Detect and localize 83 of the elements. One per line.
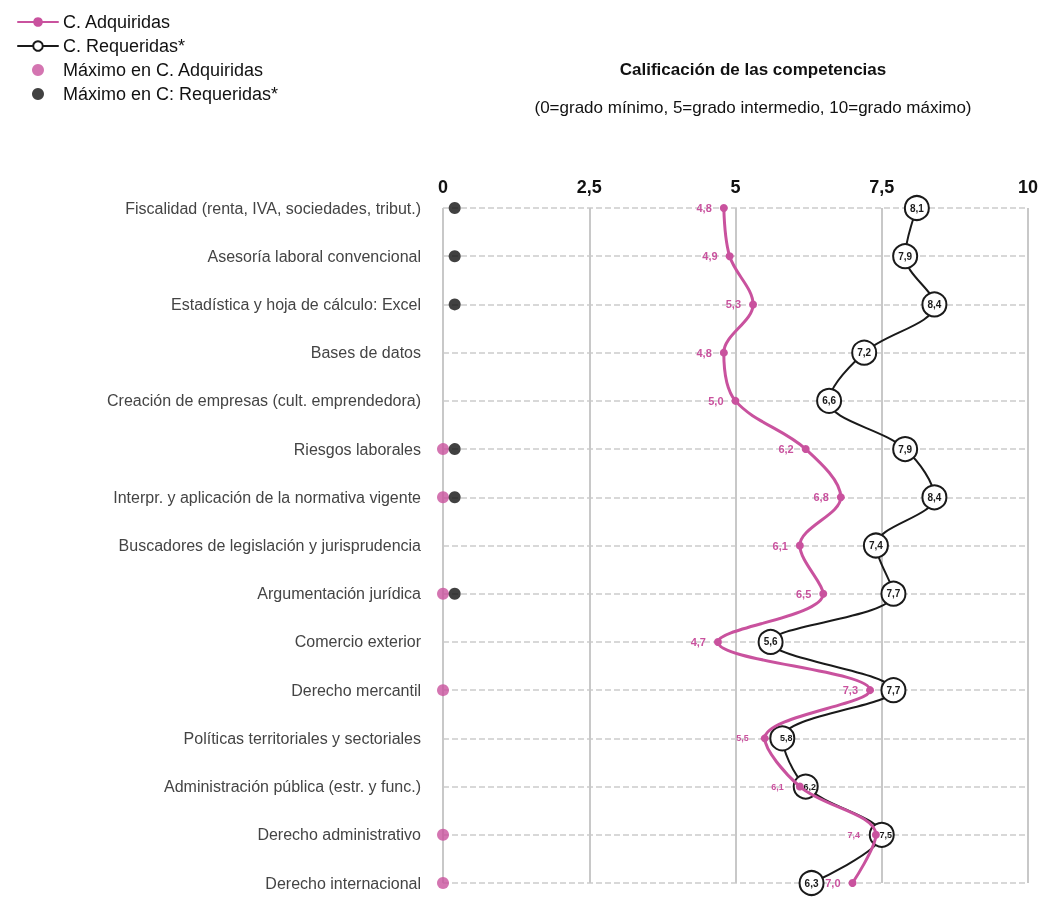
point — [836, 493, 845, 502]
y-tick-label: Administración pública (estr. y func.) — [164, 778, 421, 796]
point — [725, 252, 734, 261]
data-label: 8,4 — [927, 491, 942, 503]
x-tick-label: 10 — [1017, 177, 1039, 197]
data-label: 6,8 — [813, 491, 829, 504]
data-label: 7,9 — [898, 443, 913, 455]
x-tick-label: 2,5 — [576, 177, 602, 197]
y-tick-label: Fiscalidad (renta, IVA, sociedades, tribut.) — [125, 199, 421, 217]
y-tick-label: Interpr. y aplicación de la normativa vigente — [113, 488, 422, 506]
legend-label: C. Adquiridas — [63, 12, 171, 32]
data-label: 6,2 — [803, 781, 816, 792]
data-label: 6,1 — [772, 539, 788, 552]
point — [448, 443, 461, 456]
data-label: 7,0 — [825, 877, 841, 889]
legend-label: Máximo en C. Adquiridas — [63, 60, 264, 80]
data-label: 4,8 — [696, 202, 712, 214]
data-label: 6,2 — [778, 443, 794, 456]
point — [437, 684, 449, 697]
point — [437, 491, 449, 504]
point — [866, 686, 875, 695]
y-tick-label: Derecho mercantil — [291, 681, 421, 699]
x-tick-label: 0 — [437, 177, 449, 197]
point — [713, 637, 722, 646]
chart-subtitle: (0=grado mínimo, 5=grado intermedio, 10=grado máximo) — [534, 98, 972, 117]
data-label: 5,5 — [736, 733, 749, 744]
data-label: 8,4 — [927, 298, 942, 310]
point — [719, 348, 728, 357]
data-label: 6,5 — [795, 587, 812, 600]
point — [448, 491, 461, 504]
point — [795, 782, 804, 791]
data-label: 7,4 — [847, 829, 860, 840]
data-label: 5,0 — [708, 394, 724, 407]
data-label: 5,6 — [763, 636, 778, 648]
x-tick-label: 5 — [730, 177, 741, 197]
data-label: 6,1 — [771, 781, 784, 792]
point — [448, 250, 461, 263]
point — [801, 445, 810, 454]
point — [437, 587, 449, 600]
x-tick-label: 7,5 — [869, 177, 895, 197]
data-label: 6,6 — [822, 395, 837, 407]
y-tick-label: Derecho internacional — [265, 874, 421, 892]
point — [437, 443, 449, 456]
point — [448, 587, 461, 600]
y-tick-label: Asesoría laboral convencional — [207, 247, 421, 265]
data-label: 4,9 — [702, 250, 718, 263]
y-tick-label: Creación de empresas (cult. emprendedora) — [107, 392, 421, 410]
legend-label: C. Requeridas* — [63, 36, 186, 56]
y-tick-label: Estadística y hoja de cálculo: Excel — [171, 295, 421, 313]
data-label: 7,3 — [842, 684, 859, 697]
data-label: 7,7 — [886, 684, 901, 696]
y-tick-label: Riesgos laborales — [293, 440, 421, 458]
point — [437, 828, 449, 841]
legend-label: Máximo en C: Requeridas* — [63, 84, 279, 104]
point — [448, 298, 461, 311]
point — [819, 589, 828, 598]
data-label: 5,3 — [725, 298, 742, 311]
chart-title: Calificación de las competencias — [619, 60, 887, 79]
data-label: 7,5 — [879, 829, 893, 840]
data-label: 7,7 — [886, 588, 901, 600]
y-tick-label: Argumentación jurídica — [257, 585, 422, 603]
y-tick-label: Bases de datos — [310, 344, 421, 362]
point — [719, 204, 728, 212]
point — [871, 830, 880, 839]
data-label: 7,4 — [868, 540, 884, 551]
y-tick-label: Comercio exterior — [294, 633, 422, 651]
data-label: 7,2 — [857, 347, 872, 359]
y-tick-label: Políticas territoriales y sectoriales — [183, 729, 421, 747]
point — [760, 734, 769, 743]
data-label: 4,7 — [690, 635, 706, 648]
data-label: 8,1 — [909, 202, 925, 214]
y-tick-label: Derecho administrativo — [257, 826, 422, 844]
data-label: 4,8 — [696, 346, 712, 359]
y-tick-label: Buscadores de legislación y jurisprudencia — [118, 537, 422, 554]
point — [437, 877, 449, 889]
point — [749, 300, 758, 309]
point — [448, 202, 461, 214]
point — [848, 879, 857, 887]
data-label: 7,9 — [898, 250, 913, 262]
data-label: 5,8 — [780, 733, 793, 744]
point — [731, 396, 740, 405]
point — [795, 541, 804, 550]
data-label: 6,3 — [804, 877, 819, 889]
